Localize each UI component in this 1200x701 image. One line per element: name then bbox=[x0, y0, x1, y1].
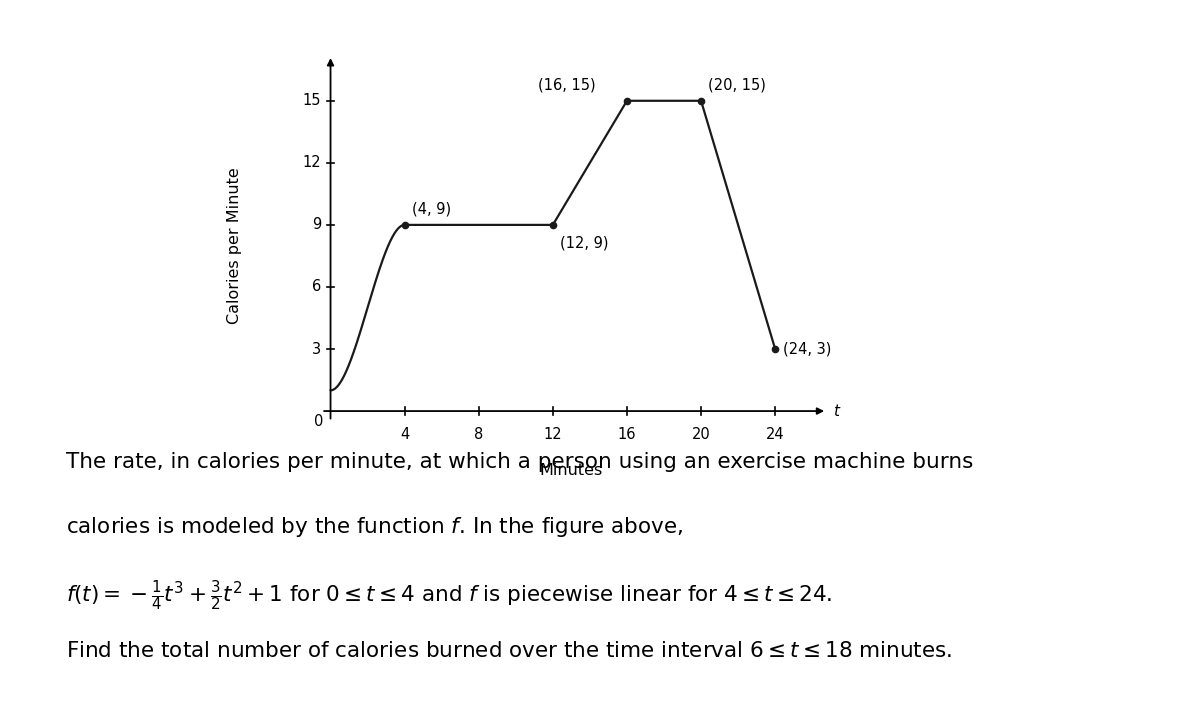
Text: 0: 0 bbox=[313, 414, 323, 429]
Text: calories is modeled by the function $f$. In the figure above,: calories is modeled by the function $f$.… bbox=[66, 515, 684, 539]
Text: 9: 9 bbox=[312, 217, 322, 233]
Text: 16: 16 bbox=[618, 427, 636, 442]
Text: 15: 15 bbox=[302, 93, 322, 108]
Text: 12: 12 bbox=[544, 427, 562, 442]
Text: (4, 9): (4, 9) bbox=[412, 202, 451, 217]
Text: The rate, in calories per minute, at which a person using an exercise machine bu: The rate, in calories per minute, at whi… bbox=[66, 452, 973, 472]
Text: 3: 3 bbox=[312, 341, 322, 357]
Text: Find the total number of calories burned over the time interval $6 \leq t \leq 1: Find the total number of calories burned… bbox=[66, 641, 953, 662]
Text: 6: 6 bbox=[312, 280, 322, 294]
Text: 24: 24 bbox=[766, 427, 785, 442]
Text: 12: 12 bbox=[302, 156, 322, 170]
Text: 20: 20 bbox=[691, 427, 710, 442]
Text: 4: 4 bbox=[400, 427, 409, 442]
Text: 8: 8 bbox=[474, 427, 484, 442]
Text: $f(t) = -\frac{1}{4}t^3 + \frac{3}{2}t^2 + 1$ for $0 \leq t \leq 4$ and $f$ is p: $f(t) = -\frac{1}{4}t^3 + \frac{3}{2}t^2… bbox=[66, 578, 833, 613]
Text: (20, 15): (20, 15) bbox=[708, 78, 767, 93]
Text: (16, 15): (16, 15) bbox=[538, 78, 595, 93]
Text: Calories per Minute: Calories per Minute bbox=[227, 168, 241, 324]
Text: $t$: $t$ bbox=[833, 403, 841, 419]
Text: Minutes: Minutes bbox=[540, 463, 602, 478]
Text: (24, 3): (24, 3) bbox=[782, 341, 830, 357]
Text: (12, 9): (12, 9) bbox=[560, 236, 608, 250]
